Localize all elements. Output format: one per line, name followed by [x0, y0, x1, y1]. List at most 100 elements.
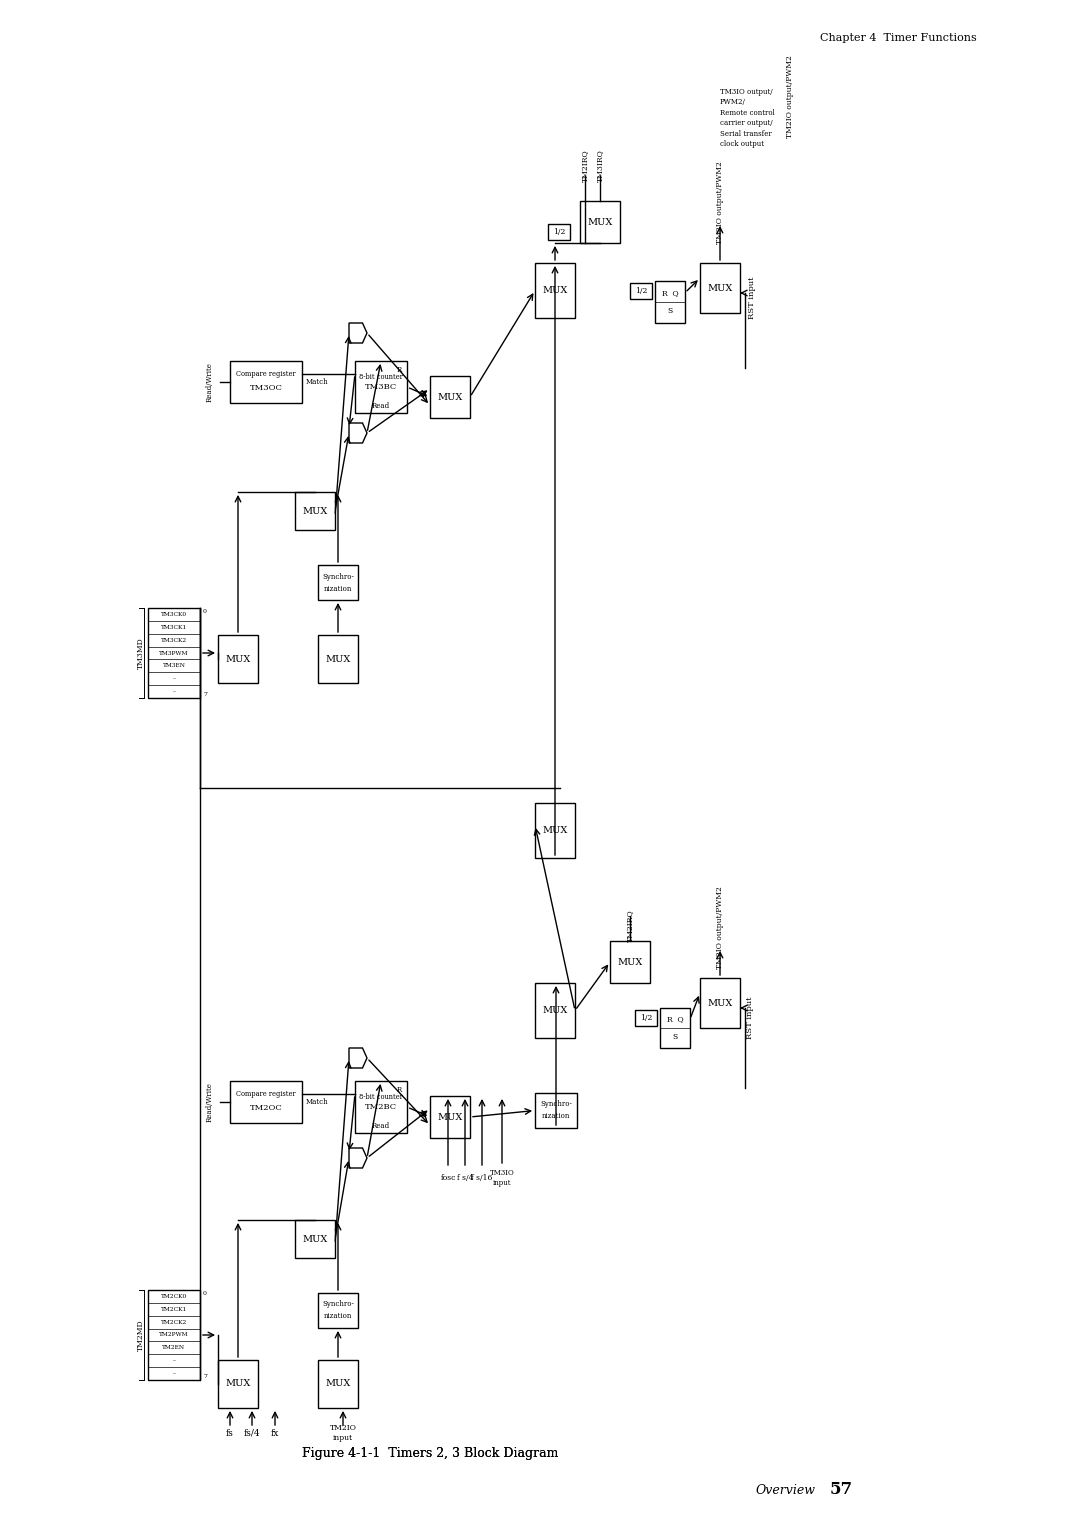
- Text: MUX: MUX: [437, 393, 462, 402]
- Bar: [535, 983, 575, 1038]
- Bar: [148, 1290, 200, 1380]
- Text: MUX: MUX: [302, 506, 327, 515]
- Bar: [635, 1010, 657, 1025]
- Text: f s/4: f s/4: [457, 1174, 473, 1183]
- Text: Match: Match: [306, 1099, 328, 1106]
- Text: MUX: MUX: [707, 998, 732, 1007]
- Bar: [535, 263, 575, 318]
- Text: TM3CK2: TM3CK2: [161, 637, 187, 643]
- Text: fs: fs: [226, 1429, 234, 1438]
- Bar: [148, 608, 200, 698]
- Text: 1/2: 1/2: [553, 228, 565, 235]
- Text: nization: nization: [324, 585, 352, 593]
- Text: fx: fx: [271, 1429, 280, 1438]
- Text: MUX: MUX: [226, 654, 251, 663]
- Text: TM2MD: TM2MD: [137, 1319, 145, 1351]
- Text: TM2IO output/PWM2: TM2IO output/PWM2: [716, 162, 724, 244]
- Text: R: R: [396, 1086, 402, 1094]
- Text: TM3EN: TM3EN: [162, 663, 186, 668]
- Bar: [535, 804, 575, 859]
- Text: fosc: fosc: [441, 1174, 456, 1183]
- Bar: [295, 1219, 335, 1258]
- Text: nization: nization: [324, 1313, 352, 1320]
- Text: TM2CK0: TM2CK0: [161, 1294, 187, 1299]
- Bar: [318, 1293, 357, 1328]
- Text: TM2CK2: TM2CK2: [161, 1320, 187, 1325]
- Bar: [355, 1080, 407, 1132]
- Text: MUX: MUX: [542, 1005, 568, 1015]
- Text: S: S: [667, 307, 673, 315]
- Text: TM2IO output/PWM2: TM2IO output/PWM2: [716, 886, 724, 969]
- Bar: [430, 1096, 470, 1138]
- Bar: [700, 263, 740, 313]
- Text: Read/Write: Read/Write: [206, 1082, 214, 1122]
- Text: TM3BC: TM3BC: [365, 384, 397, 391]
- Text: Synchro-: Synchro-: [322, 1300, 354, 1308]
- Bar: [218, 1360, 258, 1407]
- Text: TM3CK0: TM3CK0: [161, 611, 187, 617]
- Text: RST input: RST input: [746, 996, 754, 1039]
- Text: TM2IO output/PWM2: TM2IO output/PWM2: [786, 55, 794, 138]
- Text: TM2BC: TM2BC: [365, 1103, 397, 1111]
- Text: TM3IRQ: TM3IRQ: [596, 150, 604, 182]
- Text: –: –: [173, 689, 176, 694]
- Text: TM2PWM: TM2PWM: [159, 1332, 189, 1337]
- Text: MUX: MUX: [437, 1112, 462, 1122]
- Text: Figure 4-1-1  Timers 2, 3 Block Diagram: Figure 4-1-1 Timers 2, 3 Block Diagram: [301, 1447, 558, 1459]
- Bar: [610, 941, 650, 983]
- Text: f s/16: f s/16: [471, 1174, 492, 1183]
- Text: Chapter 4  Timer Functions: Chapter 4 Timer Functions: [820, 34, 976, 43]
- Text: TM3OC: TM3OC: [249, 384, 283, 393]
- Text: Read: Read: [372, 1122, 390, 1131]
- Text: MUX: MUX: [588, 217, 612, 226]
- Text: TM2OC: TM2OC: [249, 1105, 282, 1112]
- Text: MUX: MUX: [542, 827, 568, 834]
- Text: R  Q: R Q: [666, 1015, 684, 1024]
- Text: MUX: MUX: [542, 286, 568, 295]
- Text: Synchro-: Synchro-: [540, 1100, 572, 1108]
- Bar: [218, 636, 258, 683]
- Text: MUX: MUX: [618, 958, 643, 967]
- Text: TM3PWM: TM3PWM: [159, 651, 189, 656]
- Text: –: –: [173, 677, 176, 681]
- Bar: [230, 361, 302, 403]
- Bar: [318, 636, 357, 683]
- Text: MUX: MUX: [325, 654, 351, 663]
- Text: 0: 0: [203, 610, 207, 614]
- Bar: [660, 1008, 690, 1048]
- Text: Overview: Overview: [756, 1484, 816, 1496]
- Text: R  Q: R Q: [662, 289, 678, 296]
- Text: Match: Match: [306, 377, 328, 387]
- Bar: [430, 376, 470, 419]
- Bar: [230, 1080, 302, 1123]
- Text: fs/4: fs/4: [244, 1429, 260, 1438]
- Text: 7: 7: [203, 1374, 207, 1378]
- Text: 1/2: 1/2: [639, 1015, 652, 1022]
- Text: TM3IO output/
PWM2/
Remote control
carrier output/
Serial transfer
clock output: TM3IO output/ PWM2/ Remote control carri…: [720, 89, 774, 148]
- Bar: [318, 1360, 357, 1407]
- Text: 8-bit counter: 8-bit counter: [359, 373, 403, 380]
- Text: MUX: MUX: [226, 1380, 251, 1389]
- Text: Read/Write: Read/Write: [206, 362, 214, 402]
- Text: 1/2: 1/2: [635, 287, 647, 295]
- Text: Compare register: Compare register: [237, 370, 296, 377]
- Text: TM2IRQ: TM2IRQ: [581, 150, 589, 182]
- Text: Synchro-: Synchro-: [322, 573, 354, 581]
- Bar: [355, 361, 407, 413]
- Text: MUX: MUX: [325, 1380, 351, 1389]
- Text: 0: 0: [203, 1291, 207, 1296]
- Text: 57: 57: [831, 1482, 853, 1499]
- Text: Compare register: Compare register: [237, 1089, 296, 1099]
- Text: TM3IO
input: TM3IO input: [489, 1169, 514, 1187]
- Bar: [535, 1093, 577, 1128]
- Text: –: –: [173, 1371, 176, 1377]
- Text: nization: nization: [542, 1112, 570, 1120]
- Bar: [295, 492, 335, 530]
- Text: R: R: [396, 367, 402, 374]
- Text: TM3CK1: TM3CK1: [161, 625, 187, 630]
- Text: 7: 7: [203, 692, 207, 697]
- Text: RST input: RST input: [748, 277, 756, 319]
- Bar: [580, 202, 620, 243]
- Text: 8-bit counter: 8-bit counter: [359, 1093, 403, 1102]
- Text: TM3MD: TM3MD: [137, 637, 145, 669]
